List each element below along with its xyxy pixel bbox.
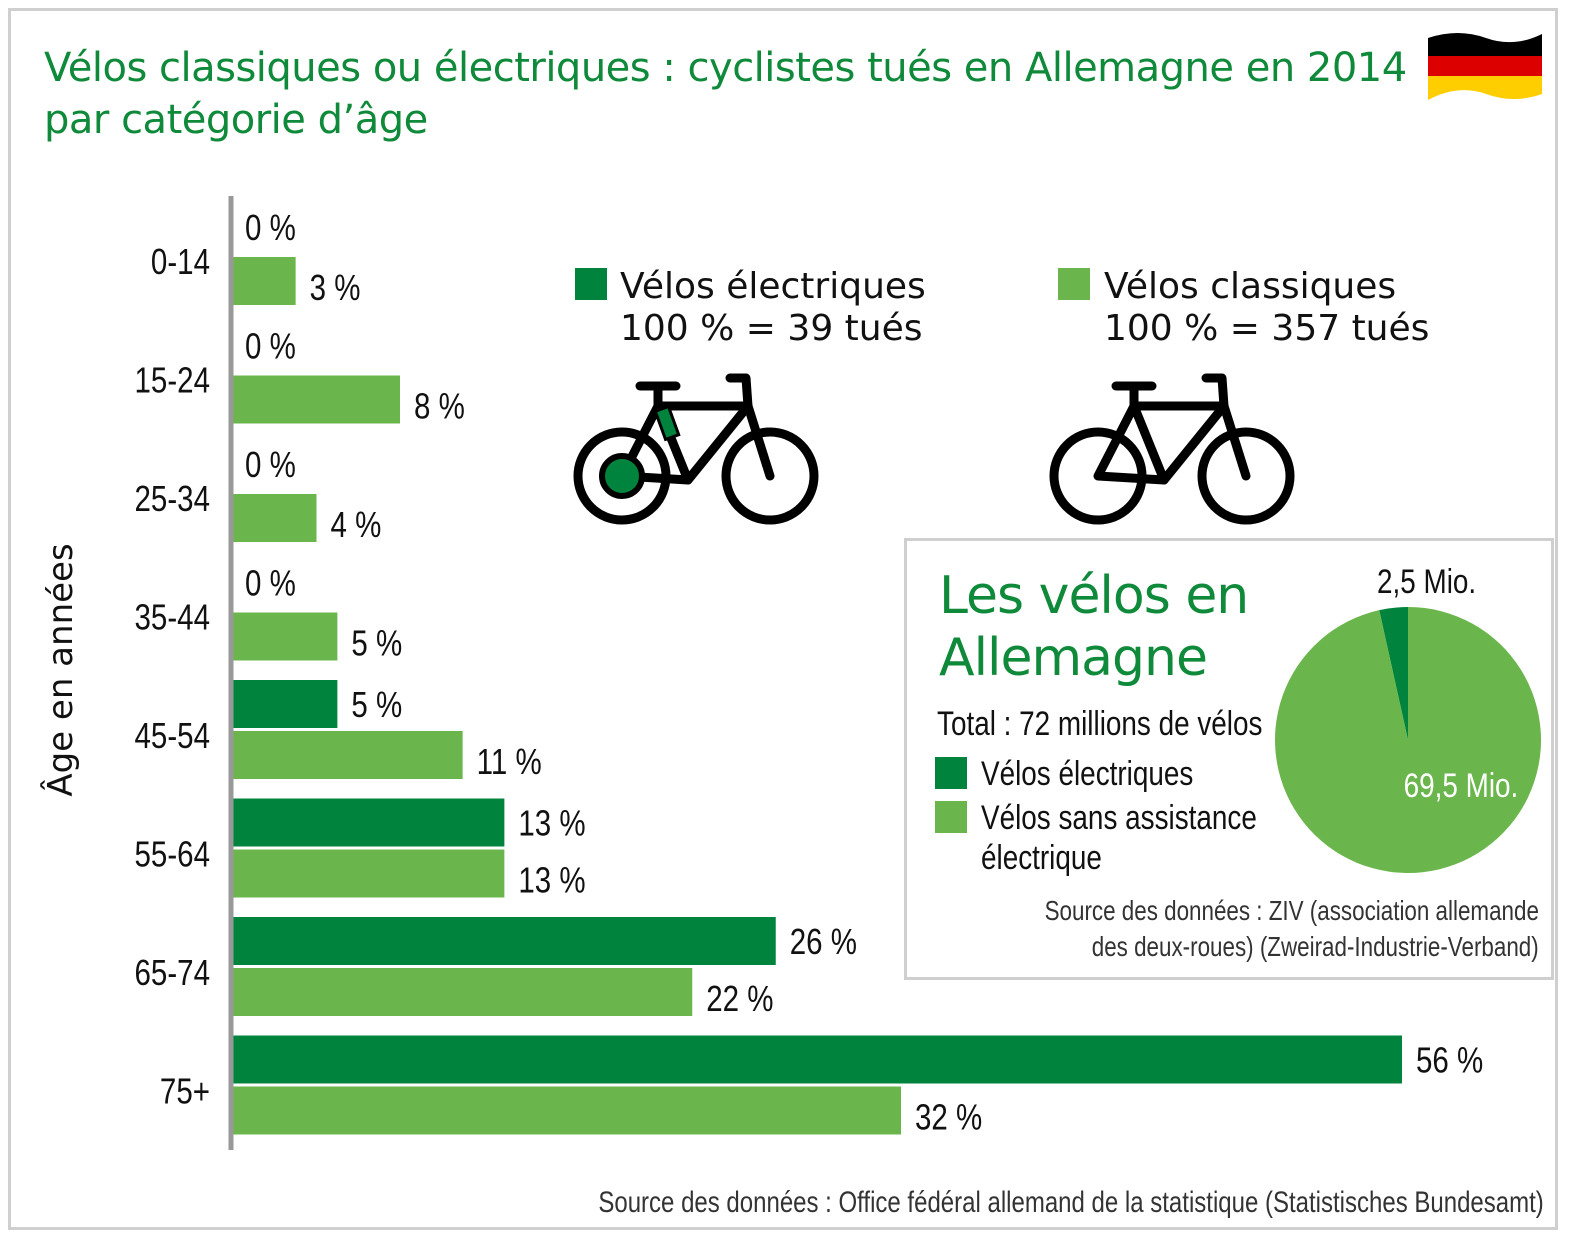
bike-icon [1049,373,1295,525]
value-label-electric: 0 % [245,326,296,366]
inset-total: Total : 72 millions de vélos [937,705,1263,743]
value-label-electric: 0 % [245,563,296,603]
bar-classic [233,849,505,898]
value-label-electric: 26 % [790,921,857,961]
value-label-classic: 4 % [331,504,382,544]
electric-bike-icon [573,373,819,525]
legend-classic-label: Vélos classiques [1104,266,1397,307]
value-label-classic: 3 % [310,267,361,307]
category-label: 45-54 [135,715,210,755]
value-label-classic: 11 % [477,741,542,781]
pie-slice-electric [1379,607,1408,740]
bar-classic [233,375,400,424]
inset-swatch-classic [935,801,967,833]
bar-classic [233,257,296,305]
value-label-classic: 5 % [351,623,402,663]
value-label-electric: 5 % [351,684,402,724]
inset-source-line2: des deux-roues) (Zweirad-Industrie-Verba… [1092,931,1539,962]
value-label-classic: 22 % [706,978,773,1018]
germany-flag-icon [1428,33,1542,100]
pie-slice-classic [1275,607,1541,873]
legend-electric-scale: 100 % = 39 tués [620,308,923,349]
inset-title: Les vélos en Allemagne [939,565,1249,689]
legend-classic-scale: 100 % = 357 tués [1104,308,1430,349]
value-label-classic: 13 % [518,860,585,900]
value-label-classic: 32 % [915,1097,982,1137]
inset-legend-classic-line1: Vélos sans assistance [981,799,1257,837]
inset-legend-electric: Vélos électriques [981,755,1194,793]
category-label: 65-74 [135,952,210,992]
y-axis-label: Âge en années [40,543,81,796]
bar-electric [233,1035,1402,1084]
pie-label-electric: 2,5 Mio. [1377,562,1476,600]
category-label: 75+ [160,1071,210,1111]
category-label: 0-14 [151,241,210,281]
bar-classic [233,612,338,661]
bar-classic [233,731,463,779]
category-label: 15-24 [135,360,210,400]
inset-panel: Les vélos en Allemagne Total : 72 millio… [904,538,1554,980]
value-label-classic: 8 % [414,386,465,426]
inset-title-line2: Allemagne [939,628,1208,688]
chart-frame [8,8,1558,1230]
bar-electric [233,680,338,728]
legend-electric-label: Vélos électriques [620,266,926,307]
legend-swatch-electric [575,268,607,300]
chart-title-line1: Vélos classiques ou électriques : cyclis… [44,45,1407,91]
inset-swatch-electric [935,757,967,789]
pie-label-classic: 69,5 Mio. [1404,766,1519,804]
bar-classic [233,1086,901,1135]
value-label-electric: 0 % [245,444,296,484]
bar-electric [233,917,776,965]
inset-source-line1: Source des données : ZIV (association al… [1044,895,1539,926]
category-label: 55-64 [135,834,210,874]
bar-electric [233,798,505,847]
inset-legend-classic-line2: électrique [981,839,1102,877]
bar-classic [233,494,317,542]
legend-swatch-classic [1058,268,1090,300]
category-label: 25-34 [135,478,210,518]
pie-chart: 2,5 Mio. 69,5 Mio. [1275,562,1541,873]
inset-title-line1: Les vélos en [939,566,1249,626]
value-label-electric: 56 % [1416,1040,1483,1080]
category-label: 35-44 [135,597,210,637]
value-label-electric: 0 % [245,207,296,247]
value-label-electric: 13 % [518,803,585,843]
chart-source: Source des données : Office fédéral alle… [598,1186,1544,1219]
bar-classic [233,968,693,1016]
chart-title-line2: par catégorie d’âge [44,97,428,143]
